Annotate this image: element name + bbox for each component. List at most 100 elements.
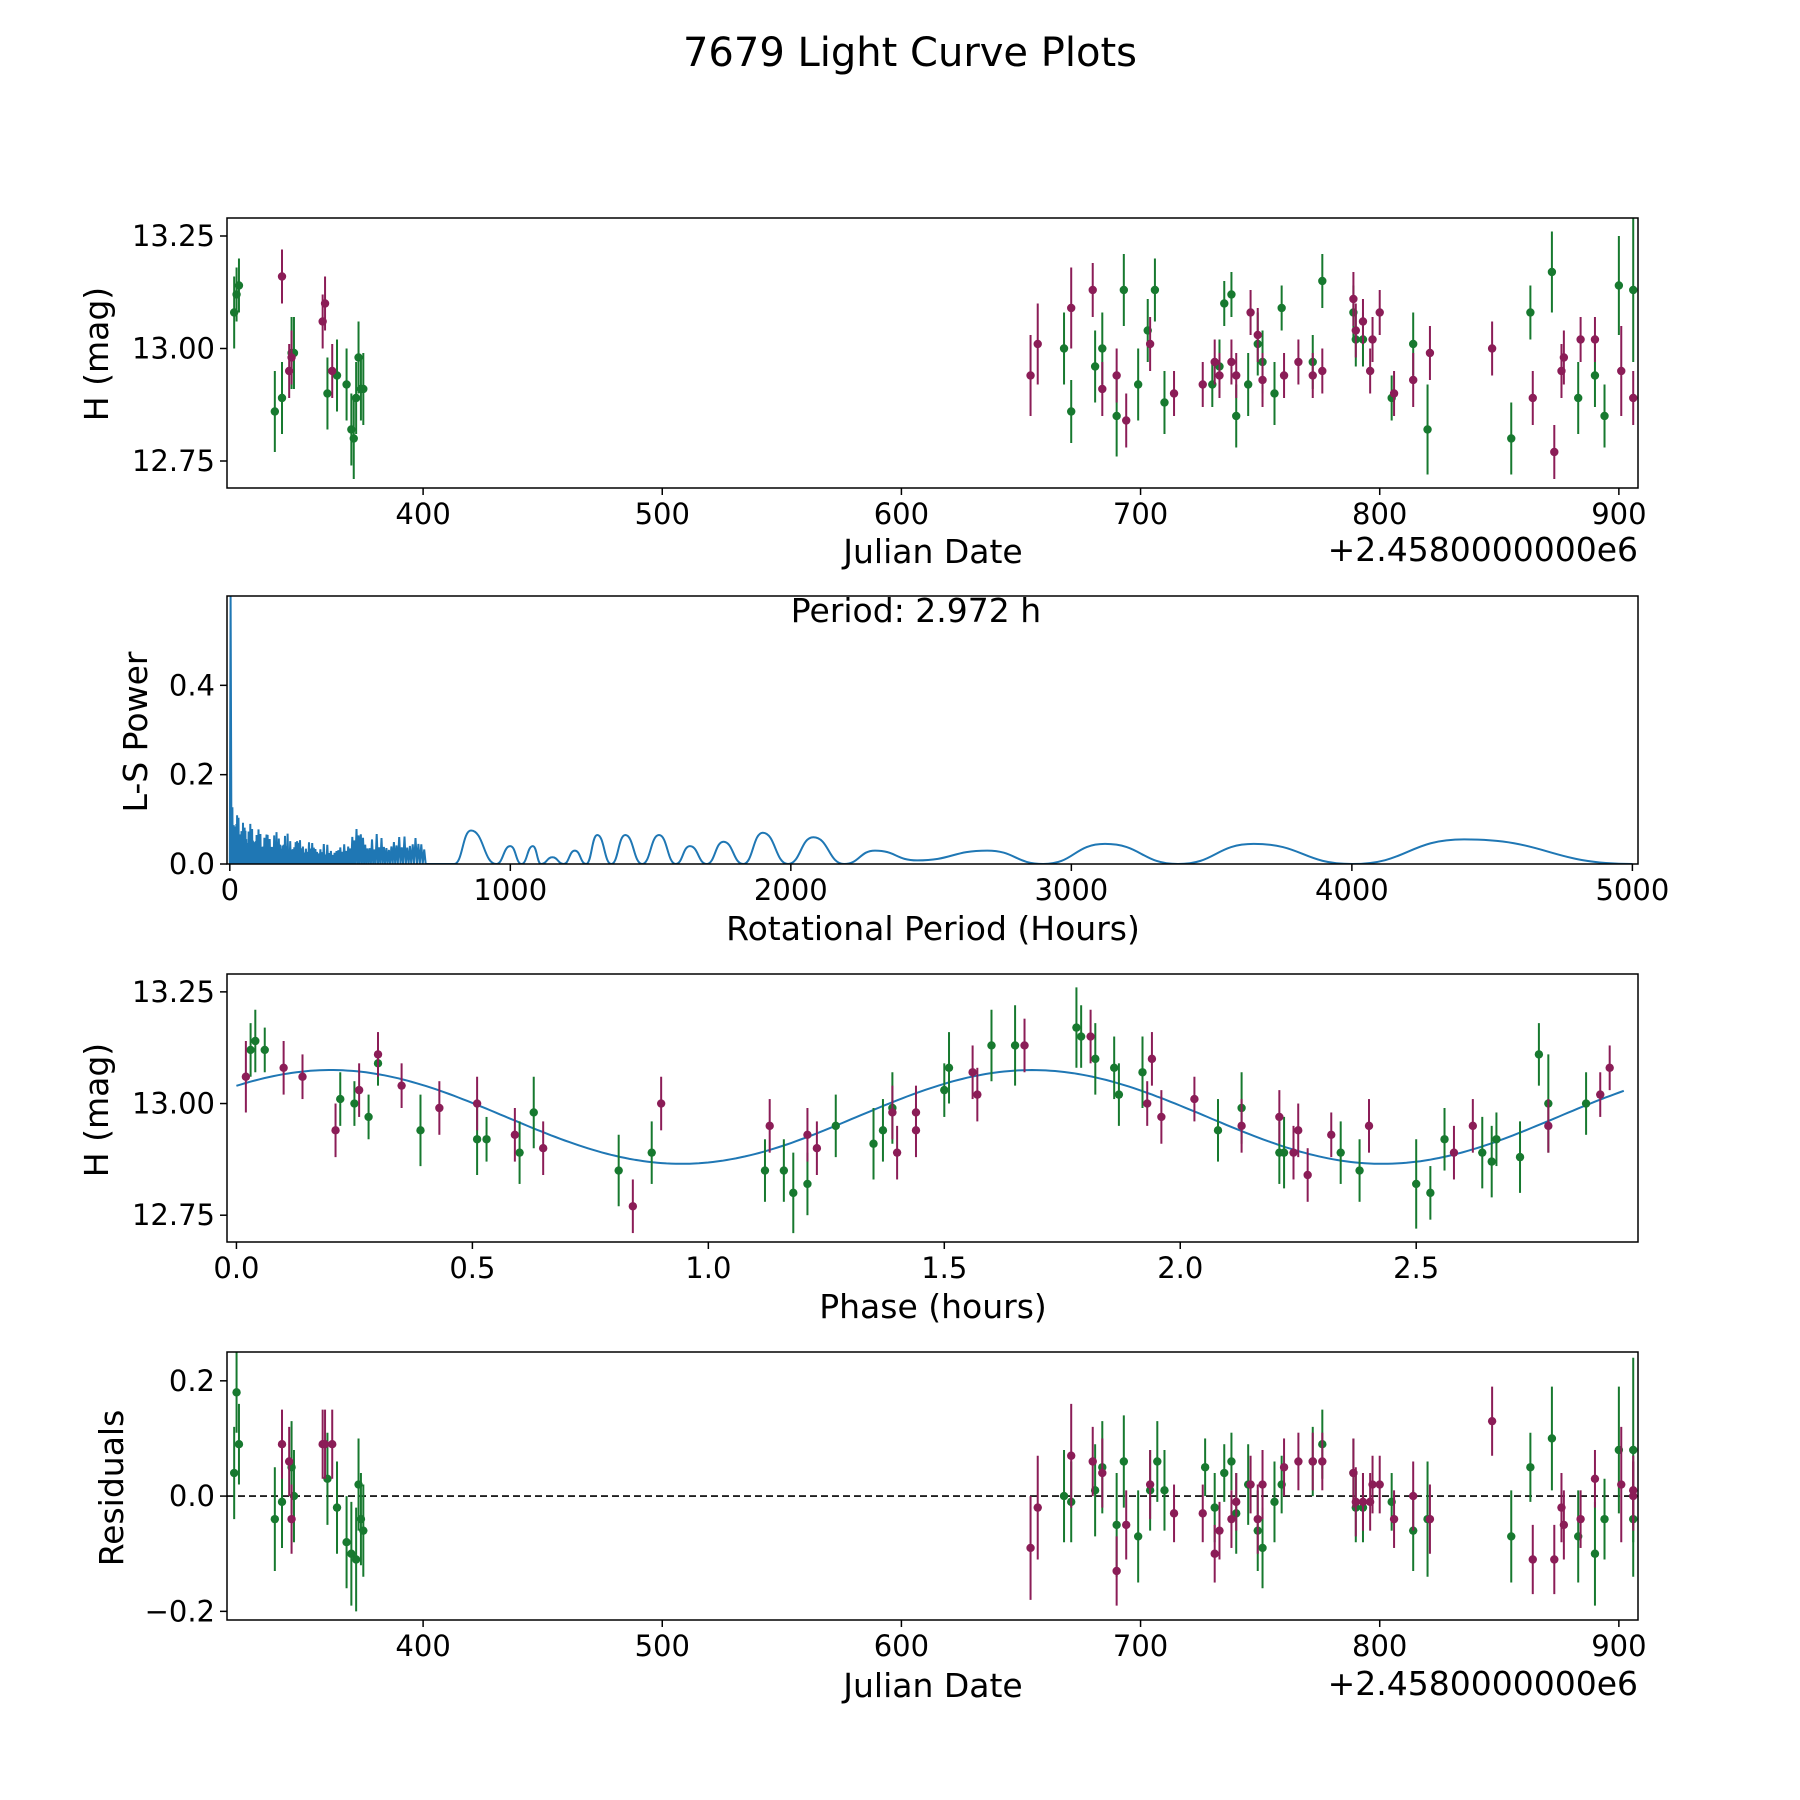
phase-fold-point-purple [1275, 1112, 1284, 1122]
phase-fold-point-purple [472, 1099, 482, 1108]
light-curve-point-purple [1033, 339, 1042, 349]
phase-fold-point-purple [241, 1072, 251, 1081]
light-curve-point-green [1067, 407, 1076, 416]
light-curve-point-purple [1550, 447, 1559, 457]
light-curve-point-purple [1098, 384, 1107, 394]
residuals-point-purple [1629, 1486, 1638, 1495]
light-curve-point-purple [1198, 380, 1207, 389]
light-curve-point-purple [1629, 393, 1638, 403]
phase-fold-xtick-label: 1.5 [921, 1251, 967, 1285]
phase-fold-point-purple [1157, 1112, 1166, 1122]
light-curve-ylabel: H (mag) [77, 287, 116, 421]
residuals-point-purple [1215, 1526, 1224, 1535]
phase-fold-point-green [1010, 1041, 1020, 1050]
residuals-point-green [347, 1549, 356, 1558]
phase-fold-xlabel: Phase (hours) [819, 1287, 1047, 1326]
phase-fold-point-purple [911, 1108, 921, 1117]
residuals-point-green [1547, 1434, 1557, 1443]
phase-fold-point-green [529, 1108, 538, 1117]
phase-fold-point-green [1440, 1135, 1449, 1144]
residuals-point-green [332, 1503, 342, 1512]
light-curve-point-purple [1258, 375, 1267, 385]
residuals-offset-label: +2.4580000000e6 [1328, 1664, 1638, 1703]
phase-fold-xtick-label: 0.5 [449, 1251, 495, 1285]
periodogram-ytick-label: 0.2 [169, 758, 215, 792]
phase-fold-xtick-label: 2.5 [1393, 1251, 1439, 1285]
light-curve-point-purple [1365, 366, 1375, 376]
phase-fold-point-purple [892, 1148, 902, 1157]
phase-fold-point-green [416, 1126, 425, 1135]
residuals-point-purple [1318, 1457, 1327, 1466]
phase-fold-points [241, 987, 1614, 1234]
phase-fold-point-purple [1294, 1126, 1303, 1135]
residuals-point-green [1160, 1486, 1169, 1495]
phase-fold-point-green [515, 1148, 524, 1157]
residuals-point-purple [277, 1440, 287, 1449]
periodogram-xtick-label: 1000 [473, 873, 547, 907]
residuals-point-purple [1258, 1480, 1267, 1489]
phase-fold-point-green [251, 1036, 260, 1046]
light-curve-ytick-label: 12.75 [132, 444, 215, 478]
phase-fold-point-purple [1289, 1148, 1298, 1157]
light-curve-point-purple [1559, 353, 1569, 362]
phase-fold-point-green [1478, 1148, 1487, 1157]
periodogram-xtick-label: 2000 [754, 873, 828, 907]
phase-fold-point-green [1412, 1179, 1421, 1189]
periodogram-power-line [228, 596, 1633, 864]
light-curve-point-green [1119, 285, 1129, 295]
phase-fold-point-green [869, 1139, 878, 1148]
light-curve-xtick-label: 500 [635, 497, 690, 531]
residuals-point-purple [1425, 1514, 1435, 1524]
light-curve-point-purple [1358, 317, 1368, 326]
light-curve-point-green [1133, 380, 1143, 389]
phase-fold-ytick-label: 13.00 [132, 1087, 215, 1121]
phase-fold-point-purple [331, 1126, 340, 1135]
phase-fold-point-green [1138, 1068, 1147, 1077]
phase-fold-point-green [1072, 1023, 1081, 1032]
residuals-point-green [229, 1468, 239, 1478]
phase-fold-frame [226, 973, 1639, 1243]
light-curve-point-green [270, 407, 280, 416]
residuals-point-purple [320, 1440, 330, 1449]
residuals-xtick-label: 600 [874, 1629, 929, 1663]
phase-fold-point-green [1091, 1054, 1100, 1064]
periodogram-frame [226, 595, 1639, 865]
light-curve-point-green [1408, 339, 1418, 349]
light-curve-point-purple [328, 366, 337, 376]
phase-fold-point-purple [765, 1121, 774, 1131]
residuals-point-purple [1198, 1509, 1207, 1518]
residuals-point-purple [1210, 1549, 1219, 1558]
residuals-point-green [1227, 1457, 1236, 1466]
phase-fold-point-purple [1237, 1121, 1246, 1131]
residuals-point-purple [328, 1440, 337, 1449]
light-curve-ytick-label: 13.25 [132, 219, 215, 253]
phase-fold-xtick-label: 1.0 [685, 1251, 731, 1285]
residuals-point-purple [1026, 1543, 1035, 1553]
residuals-point-green [351, 1555, 361, 1564]
residuals-point-green [342, 1537, 351, 1547]
phase-fold-point-purple [1449, 1148, 1459, 1157]
residuals-point-purple [1294, 1457, 1303, 1466]
residuals-point-purple [1389, 1514, 1399, 1524]
light-curve-point-purple [287, 353, 296, 362]
phase-fold-point-purple [279, 1063, 288, 1073]
light-curve-ytick-label: 13.00 [132, 332, 215, 366]
light-curve-point-green [1232, 411, 1241, 421]
phase-fold-point-green [944, 1063, 954, 1073]
residuals-point-green [1153, 1457, 1162, 1466]
light-curve-point-green [1150, 285, 1160, 295]
phase-fold-point-purple [656, 1099, 666, 1108]
phase-fold-ytick-label: 12.75 [132, 1198, 215, 1232]
phase-fold-point-green [878, 1126, 888, 1135]
phase-fold-point-green [614, 1166, 623, 1175]
light-curve-point-purple [1279, 371, 1289, 380]
phase-fold-point-green [1426, 1188, 1435, 1198]
light-curve-xtick-label: 600 [874, 497, 929, 531]
residuals-point-green [1220, 1468, 1229, 1478]
residuals-point-green [1059, 1491, 1069, 1501]
light-curve-point-purple [277, 272, 287, 281]
light-curve-point-green [1318, 276, 1327, 286]
phase-fold-point-green [987, 1041, 996, 1050]
phase-fold-point-green [1487, 1157, 1496, 1166]
